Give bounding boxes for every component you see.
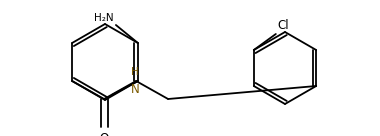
Text: N: N bbox=[131, 83, 139, 96]
Text: O: O bbox=[100, 132, 109, 136]
Text: Cl: Cl bbox=[278, 19, 290, 32]
Text: H: H bbox=[131, 67, 139, 77]
Text: H₂N: H₂N bbox=[94, 13, 114, 23]
